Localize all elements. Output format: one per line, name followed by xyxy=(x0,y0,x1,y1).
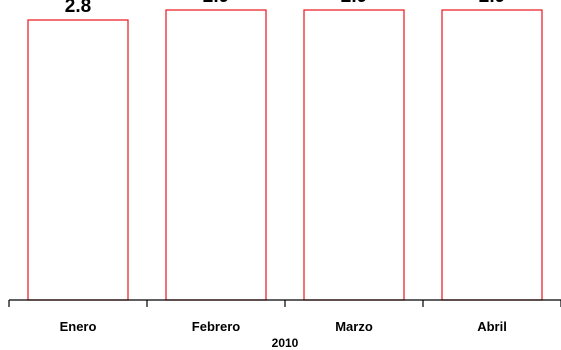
x-axis-title: 2010 xyxy=(272,336,299,350)
category-label-marzo: Marzo xyxy=(335,319,373,334)
bars-group xyxy=(27,9,543,301)
bar-febrero xyxy=(165,9,267,301)
data-labels-group: 2.8 2.9 2.9 2.9 xyxy=(65,0,505,17)
data-label-abril: 2.9 xyxy=(479,0,505,7)
bar-marzo xyxy=(303,9,405,301)
data-label-febrero: 2.9 xyxy=(203,0,229,7)
category-label-enero: Enero xyxy=(60,319,97,334)
bar-abril xyxy=(441,9,543,301)
category-label-abril: Abril xyxy=(477,319,507,334)
bar-enero xyxy=(27,19,129,301)
x-axis-ticks xyxy=(8,300,561,307)
data-label-marzo: 2.9 xyxy=(341,0,367,7)
category-label-febrero: Febrero xyxy=(192,319,240,334)
category-labels-group: Enero Febrero Marzo Abril xyxy=(60,319,507,334)
data-label-enero: 2.8 xyxy=(65,0,91,17)
